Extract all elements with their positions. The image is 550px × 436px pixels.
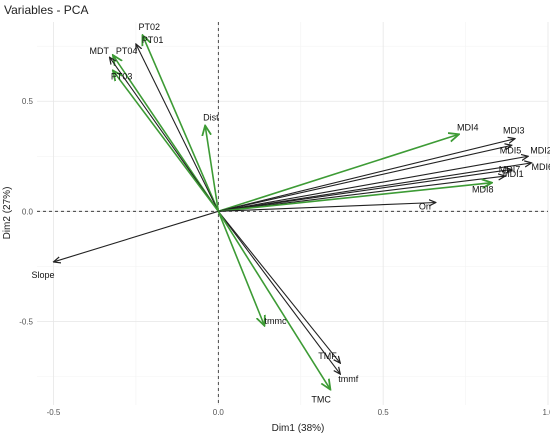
- vector-arrow-slope: [53, 210, 219, 262]
- vector-arrow-mdt: [110, 57, 219, 212]
- vector-arrow-pt01: [136, 44, 219, 212]
- y-tick-labels: -0.5 0.0 0.5: [19, 97, 33, 326]
- vector-label-slope: Slope: [31, 270, 54, 280]
- vector-arrow-mdi3: [218, 139, 515, 212]
- x-tick-labels: -0.5 0.0 0.5 1.0: [47, 408, 550, 417]
- y-tick-label: 0.5: [22, 97, 34, 106]
- x-tick-label: -0.5: [47, 408, 61, 417]
- x-tick-label: 0.0: [213, 408, 225, 417]
- vector-labels: PT02 PT01 PT04 MDT PT03 Dist MDI4 MDI3 MDI5 MDI2 M…: [31, 22, 550, 404]
- y-axis-title: Dim2 (27%): [2, 187, 13, 240]
- vector-arrow-mdi4: [218, 134, 459, 213]
- vector-label-dist: Dist: [203, 112, 219, 122]
- vector-label-mdi5: MDI5: [500, 145, 522, 155]
- grid: [37, 22, 549, 405]
- vector-label-mdt: MDT: [90, 46, 110, 56]
- vector-arrow-pt02: [142, 35, 220, 212]
- vector-arrow-mdi1: [218, 176, 505, 212]
- vector-arrow-pt04: [113, 55, 219, 212]
- vector-label-mdi2: MDI2: [530, 145, 550, 155]
- x-tick-label: 0.5: [378, 408, 390, 417]
- vector-label-mdi3: MDI3: [503, 126, 525, 136]
- vector-arrow-orr: [218, 202, 436, 212]
- vector-label-pt02: PT02: [138, 22, 160, 32]
- vector-label-tmf: TMF: [318, 351, 337, 361]
- vector-arrow-tmf: [217, 210, 340, 363]
- vector-label-tmmf: tmmf: [338, 374, 358, 384]
- vector-arrow-pt03: [113, 70, 219, 212]
- y-tick-label: -0.5: [19, 317, 33, 326]
- x-tick-label: 1.0: [542, 408, 550, 417]
- vector-arrow-tmmc: [217, 210, 264, 325]
- vector-label-mdi7: MDI7: [499, 164, 521, 174]
- x-axis-title: Dim1 (38%): [272, 423, 325, 434]
- vector-label-orr: Orr: [419, 201, 432, 211]
- y-tick-label: 0.0: [22, 207, 34, 216]
- vector-label-pt01: PT01: [142, 35, 164, 45]
- vector-arrow-dist: [205, 125, 220, 212]
- vector-arrow-tmc: [217, 210, 330, 389]
- zero-lines: [37, 22, 548, 405]
- vector-arrow-mdi7: [218, 169, 511, 212]
- vector-arrow-mdi6: [218, 163, 531, 212]
- vector-label-mdi1: MDI1: [502, 169, 524, 179]
- vector-arrow-mdi2: [218, 156, 528, 212]
- vector-label-pt04: PT04: [116, 46, 138, 56]
- vector-label-mdi6: MDI6: [532, 162, 550, 172]
- vectors: [53, 35, 531, 389]
- vector-label-tmc: TMC: [311, 395, 331, 405]
- vector-label-mdi8: MDI8: [472, 185, 494, 195]
- vector-arrow-mdi5: [218, 145, 511, 212]
- vector-arrow-tmmf: [217, 210, 340, 374]
- vector-label-tmmc: tmmc: [264, 316, 286, 326]
- vector-label-mdi4: MDI4: [457, 122, 479, 132]
- vector-arrow-mdi8: [218, 183, 492, 213]
- chart-title: Variables - PCA: [4, 3, 88, 17]
- vector-label-pt03: PT03: [111, 71, 133, 81]
